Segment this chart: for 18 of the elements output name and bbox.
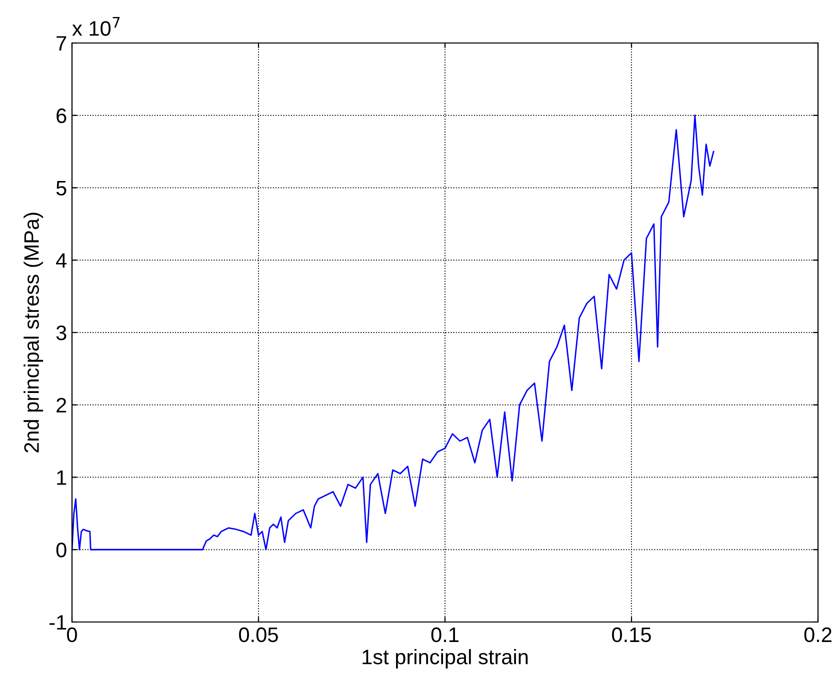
y-tick-label: -1 xyxy=(50,615,66,630)
y-tick-label: 3 xyxy=(56,326,66,340)
x-tick-label: 0.05 xyxy=(239,627,278,642)
x-tick-label: 0.2 xyxy=(804,627,832,642)
y-tick-label: 7 xyxy=(56,36,66,51)
line-series xyxy=(72,114,714,550)
y-tick-label: 2 xyxy=(56,398,66,412)
x-axis-title: 1st principal strain xyxy=(362,649,528,668)
x-tick-label: 0 xyxy=(67,627,77,642)
y-tick-label: 1 xyxy=(57,470,66,485)
y-tick-label: 4 xyxy=(56,253,67,268)
x-tick-label: 0.15 xyxy=(612,627,651,642)
y-tick-label: 0 xyxy=(56,542,66,558)
text: x 10$^{7}$ xyxy=(72,17,120,36)
x-tick-label: 0.1 xyxy=(431,627,458,642)
y-tick-label: 5 xyxy=(56,180,66,196)
y-tick-label: 6 xyxy=(56,108,66,124)
y-axis-title: 2nd principal stress (MPa) xyxy=(24,212,44,452)
